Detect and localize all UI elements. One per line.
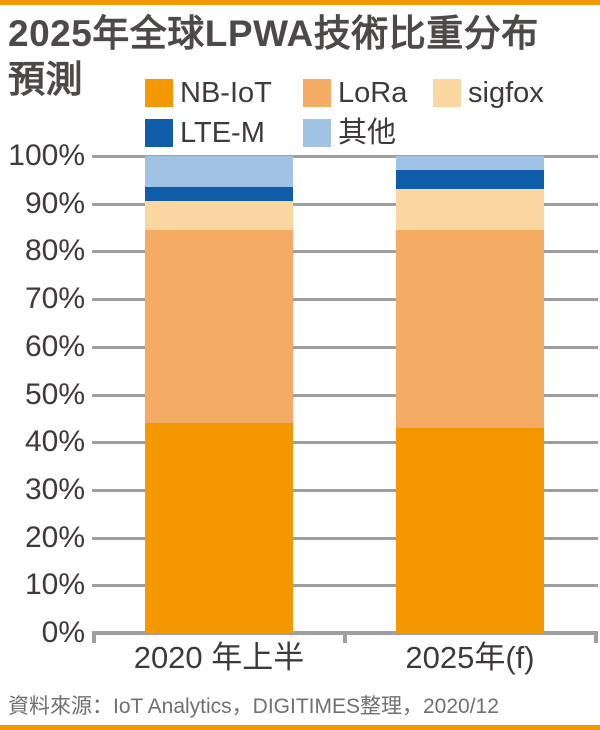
legend-item-LoRa: LoRa bbox=[303, 78, 407, 108]
legend-swatch-LTE-M bbox=[145, 119, 173, 147]
bar-segment-NB-IoT bbox=[145, 423, 293, 633]
gridline-50% bbox=[92, 393, 598, 397]
legend-label: 其他 bbox=[338, 117, 397, 149]
legend-label: sigfox bbox=[468, 77, 544, 109]
chart-title-line2: 預測 bbox=[8, 59, 83, 100]
legend-swatch-sigfox bbox=[433, 79, 461, 107]
gridline-10% bbox=[92, 584, 598, 588]
gridline-70% bbox=[92, 298, 598, 302]
y-tick-label: 70% bbox=[24, 282, 85, 316]
x-axis-tick bbox=[92, 633, 96, 643]
bar-segment-其他 bbox=[396, 156, 544, 171]
y-tick-label: 50% bbox=[24, 377, 85, 411]
gridline-30% bbox=[92, 488, 598, 492]
chart-title-line1: 2025年全球LPWA技術比重分布 bbox=[8, 13, 539, 54]
legend-item-sigfox: sigfox bbox=[433, 78, 544, 108]
bar-segment-sigfox bbox=[396, 189, 544, 230]
bar-segment-其他 bbox=[145, 156, 293, 188]
legend-label: NB-IoT bbox=[180, 77, 272, 109]
y-tick-label: 40% bbox=[24, 425, 85, 459]
legend-item-其他: 其他 bbox=[303, 118, 396, 148]
x-category-label: 2025年(f) bbox=[405, 640, 535, 675]
bottom-accent-strip bbox=[0, 725, 600, 730]
y-tick-label: 90% bbox=[24, 186, 85, 220]
x-axis-tick bbox=[343, 633, 347, 643]
gridline-80% bbox=[92, 250, 598, 254]
y-tick-label: 60% bbox=[24, 329, 85, 363]
bar-segment-LoRa bbox=[145, 229, 293, 424]
bar-segment-NB-IoT bbox=[396, 427, 544, 633]
legend-swatch-LoRa bbox=[303, 79, 331, 107]
top-accent-strip bbox=[0, 0, 600, 5]
y-tick-label: 0% bbox=[41, 616, 85, 649]
legend-swatch-其他 bbox=[303, 119, 331, 147]
x-category-label: 2020 年上半 bbox=[133, 640, 305, 675]
gridline-20% bbox=[92, 536, 598, 540]
gridline-60% bbox=[92, 345, 598, 349]
y-tick-label: 30% bbox=[24, 472, 85, 506]
bar-segment-LoRa bbox=[396, 229, 544, 428]
gridline-100% bbox=[92, 155, 598, 158]
bar-segment-LTE-M bbox=[396, 170, 544, 190]
legend-label: LoRa bbox=[338, 77, 408, 109]
bar-segment-sigfox bbox=[145, 201, 293, 230]
gridline-90% bbox=[92, 202, 598, 206]
gridline-40% bbox=[92, 441, 598, 445]
source-note: 資料來源：IoT Analytics，DIGITIMES整理，2020/12 bbox=[8, 695, 499, 718]
y-tick-label: 80% bbox=[24, 234, 85, 268]
legend-swatch-NB-IoT bbox=[145, 79, 173, 107]
legend-label: LTE-M bbox=[180, 117, 265, 149]
legend-item-NB-IoT: NB-IoT bbox=[145, 78, 272, 108]
stacked-bar-2025年(f) bbox=[396, 156, 544, 633]
x-axis-tick bbox=[594, 633, 598, 643]
y-tick-label: 20% bbox=[24, 520, 85, 554]
legend-item-LTE-M: LTE-M bbox=[145, 118, 265, 148]
stacked-bar-2020 年上半 bbox=[145, 156, 293, 633]
y-tick-label: 100% bbox=[8, 139, 85, 172]
y-tick-label: 10% bbox=[24, 568, 85, 602]
bar-segment-LTE-M bbox=[145, 187, 293, 202]
